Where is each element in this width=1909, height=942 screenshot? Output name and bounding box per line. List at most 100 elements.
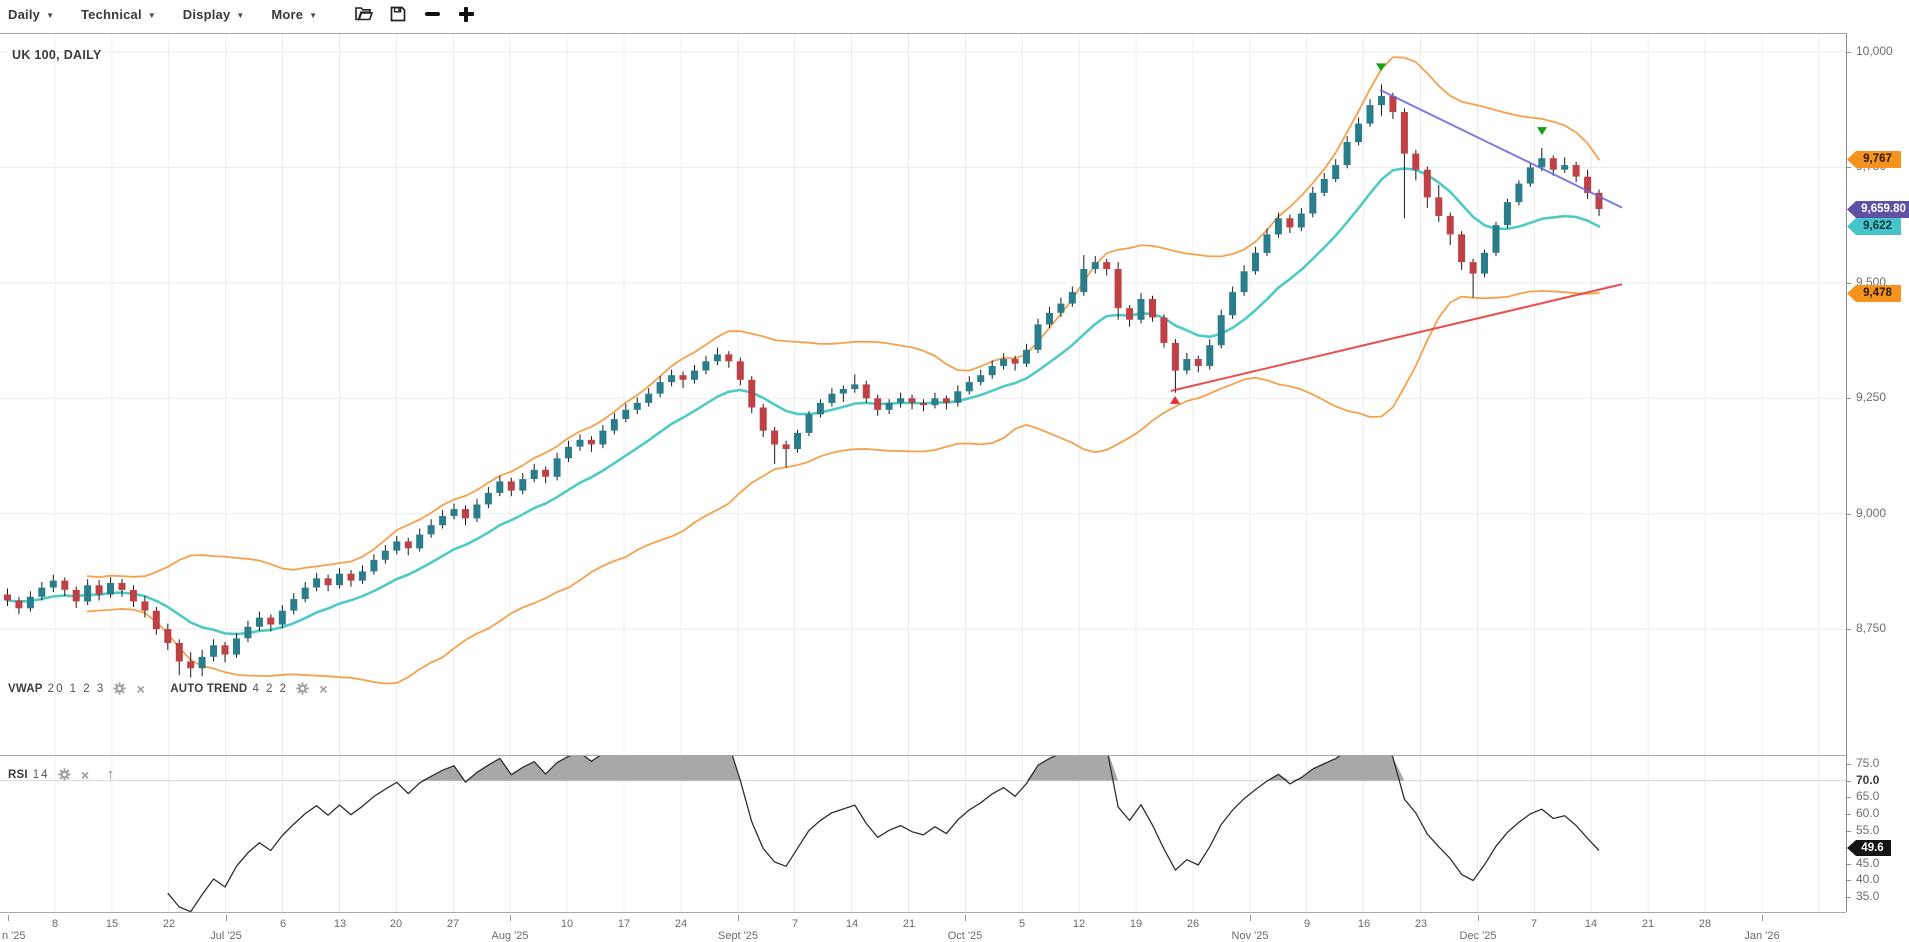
x-axis-day-label: 21	[902, 918, 916, 930]
x-axis-day-label: 5	[1018, 918, 1026, 930]
x-axis-day-label: 14	[1584, 918, 1598, 930]
menu-daily[interactable]: Daily ▼	[8, 7, 54, 22]
price-axis-tick	[1846, 52, 1851, 53]
x-axis-month-label: n '25	[2, 930, 26, 942]
x-axis-day-label: 17	[617, 918, 631, 930]
rsi-axis-tick	[1846, 831, 1851, 832]
x-axis-day-label: 8	[51, 918, 59, 930]
chevron-down-icon: ▼	[236, 10, 245, 20]
month-tick	[8, 915, 9, 921]
month-tick	[1478, 915, 1479, 921]
price-axis-label: 9,250	[1856, 390, 1887, 404]
gear-icon[interactable]	[57, 767, 72, 782]
x-axis-day-label: 12	[1072, 918, 1086, 930]
rsi-axis-label: 45.0	[1856, 856, 1880, 870]
month-tick	[738, 915, 739, 921]
gear-icon[interactable]	[112, 681, 127, 696]
price-axis-line	[1846, 33, 1847, 912]
price-tag: 9,622	[1847, 218, 1901, 235]
month-tick	[226, 915, 227, 921]
toolbar: Daily ▼ Technical ▼ Display ▼ More ▼	[0, 0, 1909, 28]
menu-display-label: Display	[182, 6, 231, 22]
price-axis-label: 9,000	[1856, 506, 1887, 520]
main-price-chart[interactable]	[0, 34, 1846, 755]
minus-icon	[424, 12, 440, 16]
autotrend-indicator-name: AUTO TREND	[170, 682, 248, 695]
vwap-indicator-params: 20 1 2 3	[47, 682, 106, 695]
rsi-axis-tick	[1846, 814, 1851, 815]
vwap-indicator-row: VWAP 20 1 2 3 × AUTO TREND 4 2 2 ×	[8, 681, 337, 696]
chart-symbol-title: UK 100, DAILY	[12, 48, 102, 62]
close-icon[interactable]: ×	[136, 680, 145, 697]
rsi-axis-tick	[1846, 897, 1851, 898]
menu-more[interactable]: More ▼	[271, 7, 317, 22]
x-axis-day-label: 7	[1530, 918, 1538, 930]
rsi-indicator-name: RSI	[8, 768, 28, 781]
x-axis-day-label: 10	[560, 918, 574, 930]
menu-display[interactable]: Display ▼	[183, 7, 245, 22]
x-axis-month-label: Oct '25	[947, 930, 983, 942]
x-axis-month-label: Jan '26	[1744, 930, 1780, 942]
price-tag: 9,478	[1847, 285, 1901, 302]
vwap-indicator-name: VWAP	[8, 682, 43, 695]
x-axis-day-label: 16	[1357, 918, 1371, 930]
rsi-axis-label: 65.0	[1856, 789, 1880, 803]
rsi-axis-tick	[1846, 781, 1851, 782]
x-axis-day-label: 22	[162, 918, 176, 930]
menu-daily-label: Daily	[8, 6, 41, 22]
close-icon[interactable]: ×	[319, 680, 328, 697]
close-icon[interactable]: ×	[80, 766, 90, 783]
price-axis-tick	[1846, 514, 1851, 515]
price-axis-tick	[1846, 283, 1851, 284]
folder-open-icon	[355, 7, 374, 21]
price-axis-tick	[1846, 398, 1851, 399]
x-axis-day-label: 24	[674, 918, 688, 930]
autotrend-indicator-params: 4 2 2	[252, 682, 289, 695]
price-axis-tick	[1846, 629, 1851, 630]
x-axis-day-label: 6	[279, 918, 287, 930]
rsi-axis-label: 75.0	[1856, 756, 1880, 770]
x-axis-day-label: 15	[105, 918, 119, 930]
price-axis-label: 8,750	[1856, 621, 1887, 635]
month-tick	[1250, 915, 1251, 921]
chart-bottom-border	[0, 912, 1846, 913]
rsi-axis-tick	[1846, 797, 1851, 798]
rsi-indicator-row: RSI 14 × ↑	[8, 766, 114, 783]
month-tick	[510, 915, 511, 921]
pane-divider[interactable]	[0, 755, 1846, 756]
rsi-axis-label: 35.0	[1856, 889, 1880, 903]
rsi-indicator-params: 14	[32, 768, 50, 781]
menu-technical-label: Technical	[81, 6, 142, 22]
x-axis-month-label: Dec '25	[1459, 930, 1497, 942]
zoom-in-button[interactable]	[456, 4, 476, 24]
chevron-down-icon: ▼	[46, 10, 54, 20]
x-axis-day-label: 9	[1303, 918, 1311, 930]
menu-technical[interactable]: Technical ▼	[81, 7, 156, 22]
save-icon	[390, 6, 406, 22]
gear-icon[interactable]	[295, 681, 310, 696]
rsi-axis-label: 60.0	[1856, 806, 1880, 820]
x-axis-month-label: Nov '25	[1231, 930, 1269, 942]
rsi-axis-tick	[1846, 864, 1851, 865]
plus-icon	[458, 6, 474, 22]
save-chart-button[interactable]	[388, 4, 408, 24]
price-tag: 9,767	[1847, 151, 1901, 168]
x-axis-month-label: Jul '25	[210, 930, 242, 942]
chevron-down-icon: ▼	[147, 10, 156, 20]
x-axis-day-label: 26	[1186, 918, 1200, 930]
rsi-indicator-chart[interactable]	[0, 756, 1846, 912]
x-axis-day-label: 20	[389, 918, 403, 930]
x-axis-day-label: 7	[791, 918, 799, 930]
x-axis-day-label: 14	[845, 918, 859, 930]
x-axis-day-label: 23	[1414, 918, 1428, 930]
move-pane-up-icon[interactable]: ↑	[106, 766, 115, 783]
price-axis-label: 10,000	[1856, 44, 1893, 58]
rsi-value-tag: 49.6	[1847, 840, 1891, 856]
zoom-out-button[interactable]	[422, 4, 442, 24]
rsi-axis-label: 40.0	[1856, 872, 1880, 886]
rsi-axis-tick	[1846, 764, 1851, 765]
open-chart-button[interactable]	[354, 4, 374, 24]
rsi-axis-label: 55.0	[1856, 823, 1880, 837]
menu-more-label: More	[271, 6, 304, 22]
